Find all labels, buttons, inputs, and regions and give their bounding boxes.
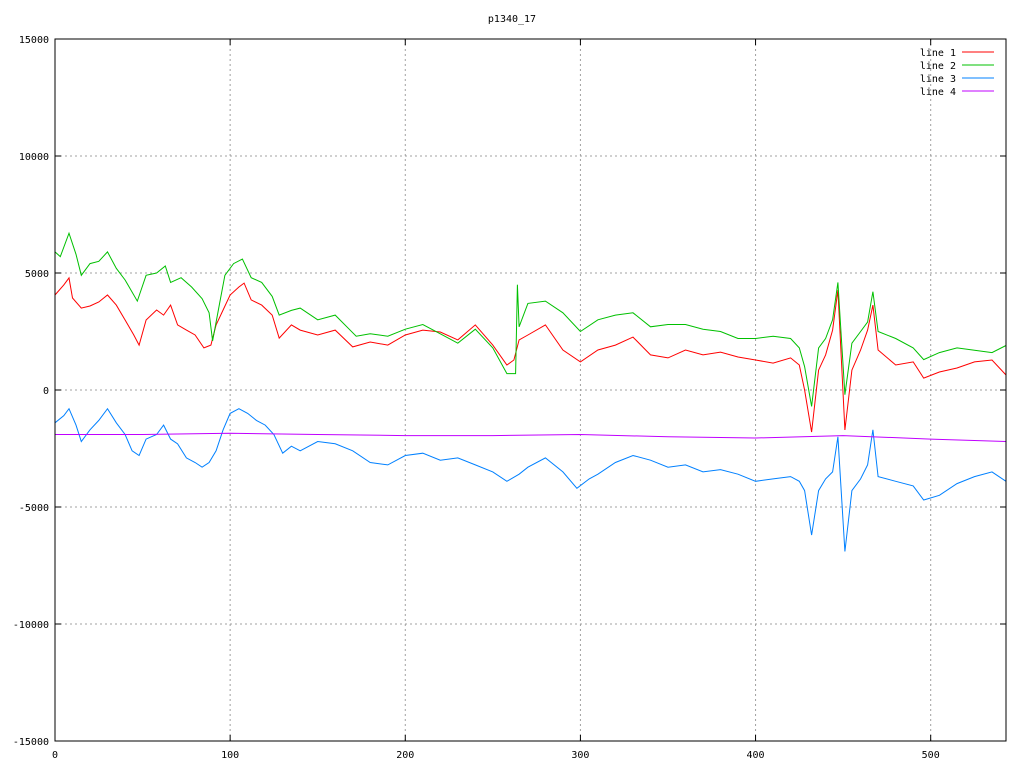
legend-label: line 3 [920, 74, 956, 85]
x-tick-label: 500 [922, 750, 940, 761]
y-tick-label: -10000 [13, 620, 49, 631]
y-tick-label: 0 [43, 386, 49, 397]
y-tick-label: -15000 [13, 737, 49, 748]
x-tick-label: 200 [396, 750, 414, 761]
series-line-4 [55, 432, 1007, 442]
x-tick-label: 400 [747, 750, 765, 761]
legend-label: line 2 [920, 61, 956, 72]
legend-label: line 1 [920, 48, 956, 59]
legend: line 1 line 2 line 3 line 4 [920, 48, 994, 98]
y-tick-label: 15000 [19, 35, 49, 46]
x-tick-label: 100 [221, 750, 239, 761]
y-tick-label: 10000 [19, 152, 49, 163]
series-group [54, 231, 1007, 552]
legend-label: line 4 [920, 87, 956, 98]
grid [55, 39, 1006, 741]
series-line-2 [54, 231, 1007, 407]
series-line-1 [54, 276, 1007, 433]
x-tick-label: 0 [52, 750, 58, 761]
series-line-3 [54, 407, 1007, 552]
x-tick-label: 300 [571, 750, 589, 761]
y-tick-label: -5000 [19, 503, 49, 514]
chart-title: p1340_17 [488, 14, 536, 25]
y-tick-label: 5000 [25, 269, 49, 280]
ticks: 0 100 200 300 400 500 -15000 -10000 -5000 0 5000 10… [13, 35, 1006, 761]
